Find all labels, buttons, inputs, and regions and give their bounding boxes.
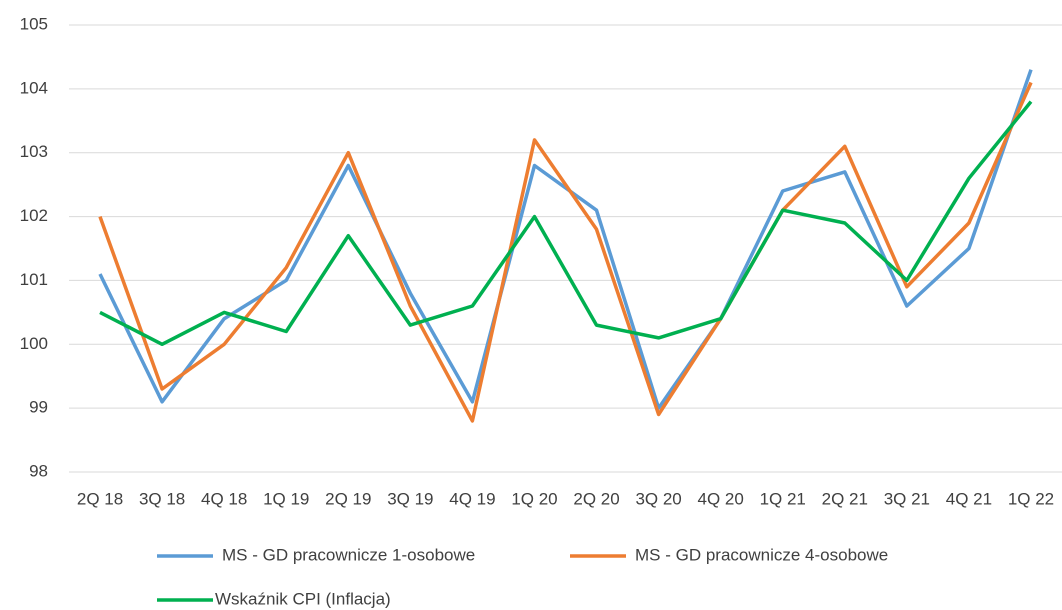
y-tick-label: 104 bbox=[20, 78, 48, 97]
x-tick-label: 1Q 22 bbox=[1008, 489, 1054, 508]
y-tick-label: 99 bbox=[29, 398, 48, 417]
y-tick-label: 101 bbox=[20, 270, 48, 289]
x-tick-label: 4Q 21 bbox=[946, 489, 992, 508]
x-tick-label: 3Q 20 bbox=[635, 489, 681, 508]
x-tick-label: 2Q 21 bbox=[822, 489, 868, 508]
y-tick-label: 105 bbox=[20, 14, 48, 33]
x-tick-label: 3Q 21 bbox=[884, 489, 930, 508]
x-tick-label: 4Q 20 bbox=[698, 489, 744, 508]
y-tick-label: 98 bbox=[29, 461, 48, 480]
y-tick-label: 100 bbox=[20, 334, 48, 353]
series-line bbox=[98, 81, 1033, 423]
x-tick-label: 3Q 18 bbox=[139, 489, 185, 508]
legend-label: Wskaźnik CPI (Inflacja) bbox=[215, 589, 391, 608]
x-tick-label: 3Q 19 bbox=[387, 489, 433, 508]
x-tick-label: 4Q 18 bbox=[201, 489, 247, 508]
x-tick-label: 2Q 20 bbox=[573, 489, 619, 508]
y-tick-label: 103 bbox=[20, 142, 48, 161]
legend-label: MS - GD pracownicze 4-osobowe bbox=[635, 545, 888, 564]
legend-label: MS - GD pracownicze 1-osobowe bbox=[222, 545, 475, 564]
series-line bbox=[98, 69, 1033, 410]
x-tick-label: 1Q 21 bbox=[760, 489, 806, 508]
x-tick-label: 1Q 20 bbox=[511, 489, 557, 508]
y-tick-label: 102 bbox=[20, 206, 48, 225]
x-tick-label: 4Q 19 bbox=[449, 489, 495, 508]
series-line bbox=[99, 100, 1033, 347]
x-tick-label: 1Q 19 bbox=[263, 489, 309, 508]
x-tick-label: 2Q 19 bbox=[325, 489, 371, 508]
x-tick-label: 2Q 18 bbox=[77, 489, 123, 508]
